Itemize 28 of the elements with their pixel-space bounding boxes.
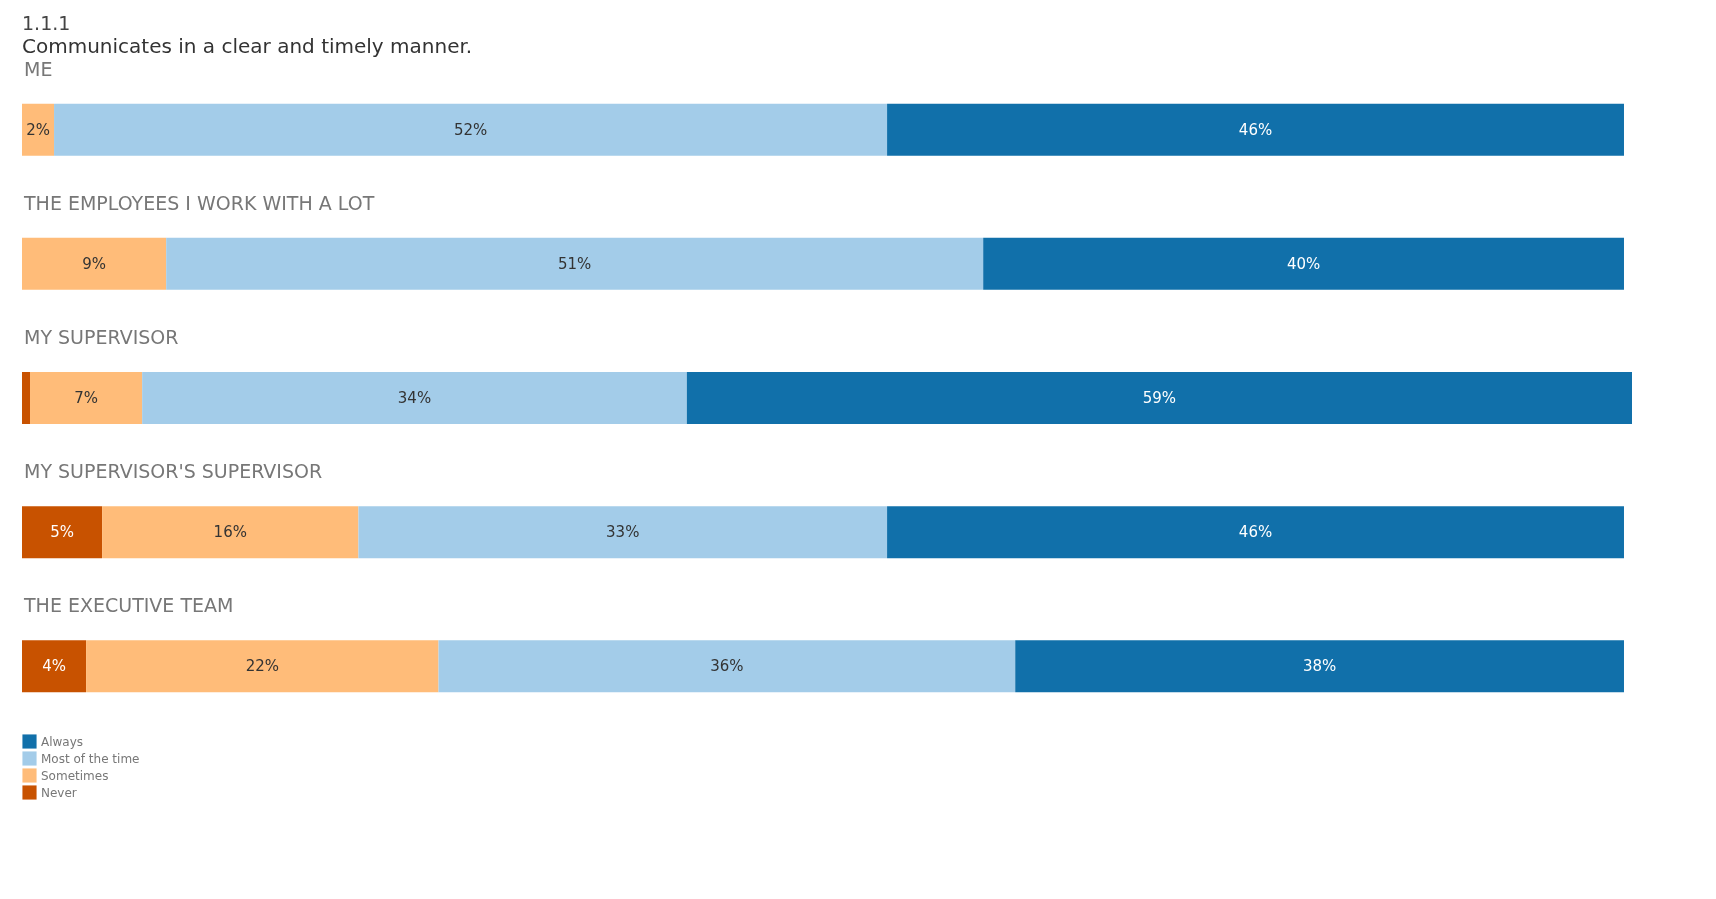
data-label: 5%: [50, 523, 74, 542]
data-label: 9%: [82, 254, 106, 273]
data-label: 52%: [453, 120, 488, 139]
legend-label: Never: [41, 785, 77, 800]
y-tick-label: MY SUPERVISOR'S SUPERVISOR: [24, 460, 323, 483]
data-label: 38%: [1302, 657, 1337, 676]
y-tick-label: MY SUPERVISOR: [24, 326, 179, 348]
data-label: 33%: [606, 523, 640, 542]
data-label: 4%: [42, 657, 66, 676]
data-label: 16%: [213, 523, 247, 542]
data-label: 51%: [558, 254, 592, 273]
data-label: 22%: [245, 657, 279, 676]
text: 1.1.1: [22, 11, 71, 34]
data-label: 46%: [1238, 120, 1273, 139]
text: Communicates in a clear and timely manner.: [22, 33, 473, 58]
legend-label: Most of the time: [41, 751, 140, 766]
data-label: 40%: [1286, 254, 1321, 273]
legend-label: Always: [41, 734, 84, 749]
y-tick-label: THE EMPLOYEES I WORK WITH A LOT: [23, 191, 375, 214]
data-label: 36%: [710, 657, 744, 676]
data-label: 2%: [26, 120, 50, 139]
data-label: 46%: [1238, 523, 1273, 542]
legend-label: Sometimes: [41, 768, 109, 783]
data-label: 59%: [1142, 389, 1177, 407]
data-label: 34%: [397, 389, 432, 407]
y-tick-label: THE EXECUTIVE TEAM: [23, 594, 234, 617]
data-label: 7%: [74, 389, 98, 407]
y-tick-label: ME: [24, 57, 53, 80]
